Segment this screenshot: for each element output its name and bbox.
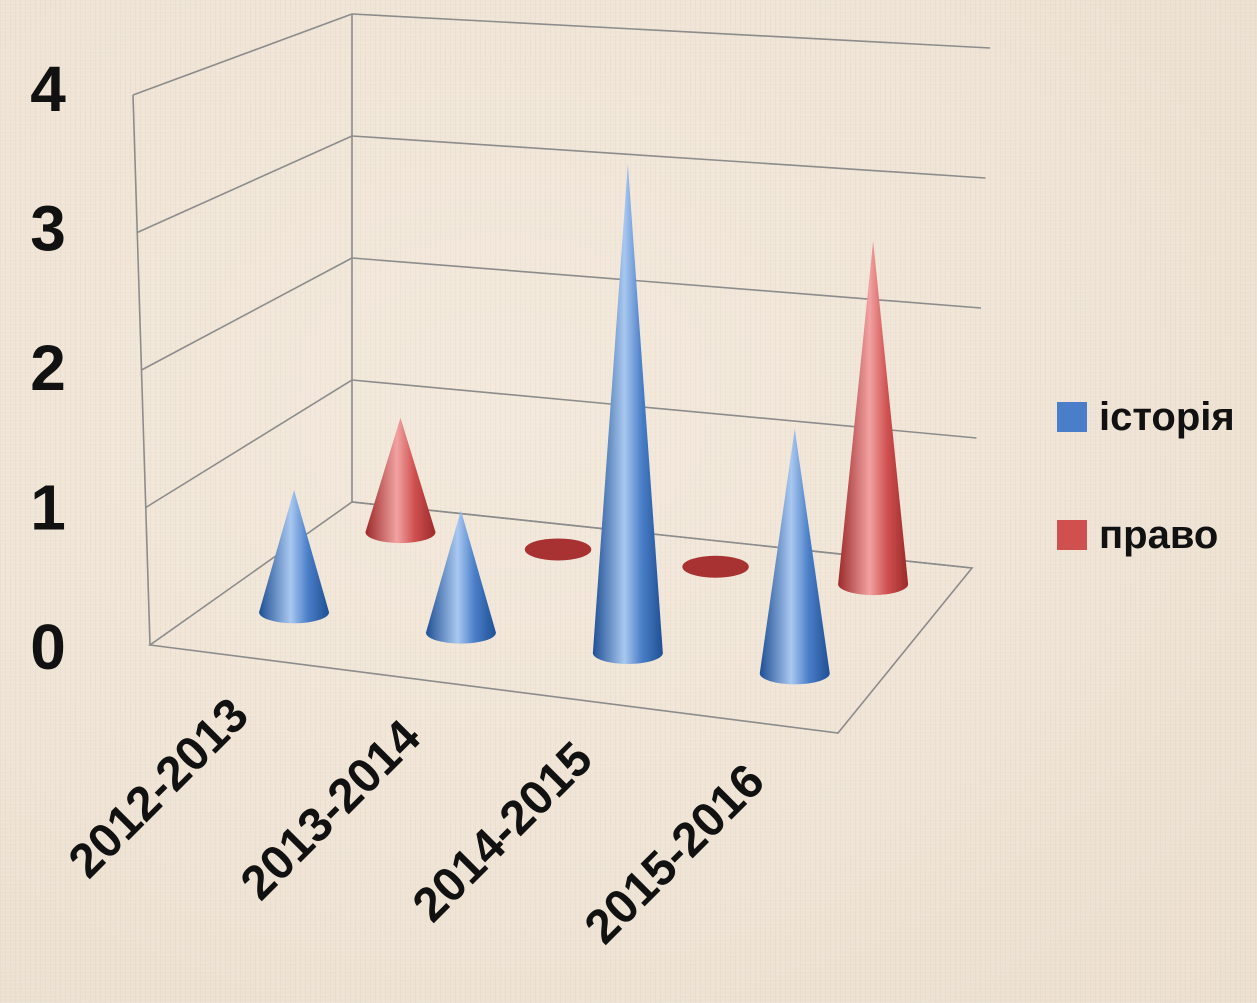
x-tick-label: 2012-2013 (59, 688, 259, 888)
cone-право-2012-2013 (365, 417, 436, 544)
y-tick-label: 3 (30, 193, 66, 265)
legend-item: право (1057, 513, 1218, 557)
cone-body (425, 510, 496, 644)
cone-право-2015-2016 (838, 240, 909, 596)
y-tick-label: 1 (30, 472, 66, 544)
gridline-left (136, 135, 353, 234)
zero-value-base (682, 555, 749, 578)
y-tick-label: 0 (30, 611, 66, 683)
y-tick-label: 2 (30, 332, 66, 404)
x-tick-label: 2013-2014 (231, 710, 431, 910)
legend-label: історія (1099, 395, 1235, 439)
cone-body (259, 490, 330, 624)
gridline-left (132, 13, 353, 96)
cone-історія-2015-2016 (759, 428, 830, 685)
cone-історія-2013-2014 (425, 510, 496, 644)
cone-body (759, 428, 830, 685)
legend-item: історія (1057, 395, 1235, 439)
legend-label: право (1099, 513, 1218, 557)
gridline-back (351, 257, 982, 309)
cone-право-2013-2014 (524, 538, 592, 561)
cone-body (365, 417, 436, 544)
gridline-left (141, 257, 353, 371)
chart-marks (259, 164, 909, 685)
legend: історія право (1057, 395, 1235, 557)
gridline-back (351, 13, 991, 49)
gridline-back (351, 135, 986, 179)
cone-історія-2012-2013 (259, 490, 330, 624)
y-axis-ticks: 0 1 2 3 4 (30, 53, 66, 683)
cone-body (592, 164, 663, 664)
y-tick-label: 4 (30, 53, 66, 125)
cone-body (838, 240, 909, 596)
x-tick-label: 2015-2016 (575, 754, 775, 954)
cone-історія-2014-2015 (592, 164, 663, 664)
legend-swatch (1057, 402, 1087, 432)
x-tick-label: 2014-2015 (403, 732, 603, 932)
zero-value-base (524, 538, 592, 561)
gridline-left (145, 379, 353, 509)
cone-право-2014-2015 (682, 555, 749, 578)
legend-swatch (1057, 520, 1087, 550)
